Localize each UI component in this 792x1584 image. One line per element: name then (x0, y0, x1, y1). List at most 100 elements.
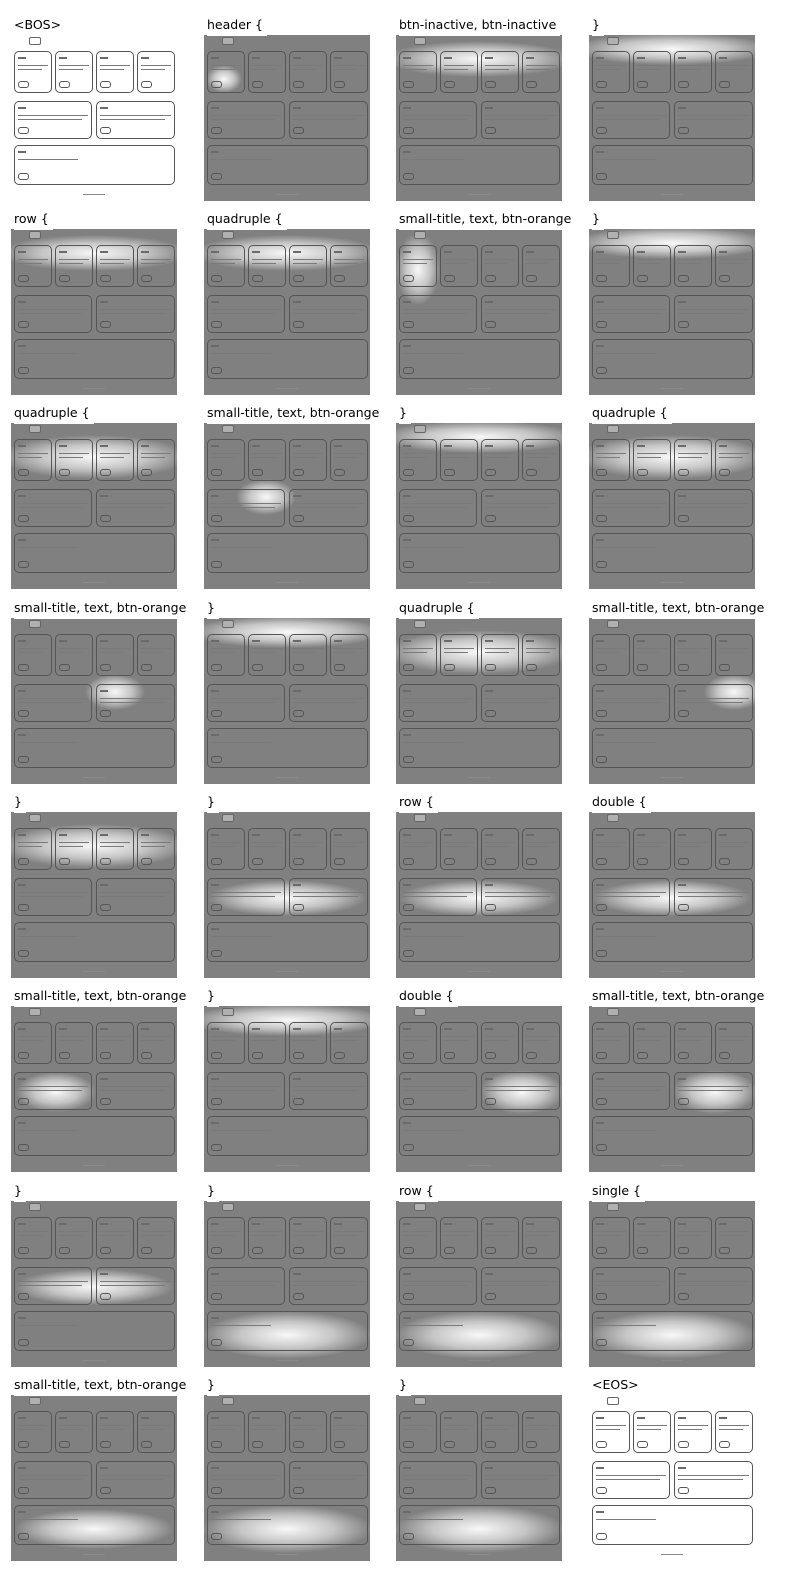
wireframe-card (481, 1411, 519, 1453)
token-cell: row { (396, 791, 589, 985)
wireframe-card (96, 878, 175, 916)
sketch-button (485, 321, 496, 328)
attention-thumbnail (11, 1201, 177, 1367)
sketch-text (596, 457, 620, 458)
sketch-button (59, 1441, 70, 1448)
sketch-text (59, 1036, 89, 1037)
sketch-title (403, 107, 411, 109)
sketch-button (211, 469, 222, 476)
sketch-header-button (414, 1203, 426, 1211)
sketch-text (18, 1086, 88, 1087)
sketch-button (211, 1052, 222, 1059)
sketch-title (211, 1317, 219, 1319)
sketch-button (678, 127, 689, 134)
token-label: btn-inactive, btn-inactive (399, 14, 561, 36)
wireframe-card (55, 245, 93, 287)
wireframe-card (481, 245, 519, 287)
sketch-title (678, 1417, 686, 1419)
sketch-button (485, 275, 496, 282)
sketch-text (526, 1040, 550, 1041)
wireframe-card (592, 295, 670, 333)
sketch-button (293, 904, 304, 911)
sketch-title (403, 345, 411, 347)
sketch-footer (468, 1165, 490, 1166)
sketch-title (444, 251, 452, 253)
sketch-text (293, 1086, 364, 1087)
sketch-title (596, 345, 604, 347)
sketch-text (403, 1429, 427, 1430)
token-cell: header { (204, 14, 397, 208)
wireframe-card (96, 634, 134, 676)
sketch-title (211, 834, 219, 836)
sketch-header-button (222, 1008, 234, 1016)
sketch-title (252, 1223, 260, 1225)
sketch-text (293, 1281, 364, 1282)
sketch-text (403, 1281, 473, 1282)
sketch-footer (661, 1165, 683, 1166)
sketch-title (100, 1078, 108, 1080)
wireframe-card (248, 828, 286, 870)
sketch-button (678, 1487, 689, 1494)
wireframe-card (96, 828, 134, 870)
sketch-title (334, 57, 342, 59)
sketch-text (526, 453, 556, 454)
sketch-text (211, 1429, 235, 1430)
sketch-text (18, 698, 88, 699)
token-cell: } (589, 14, 782, 208)
sketch-title (211, 1223, 219, 1225)
sketch-text (141, 69, 165, 70)
sketch-title (403, 690, 411, 692)
attention-highlight (11, 229, 177, 395)
sketch-text (334, 1040, 358, 1041)
sketch-button (403, 1247, 414, 1254)
wireframe-card (96, 1461, 175, 1499)
sketch-text (678, 1036, 708, 1037)
sketch-text (293, 1425, 323, 1426)
sketch-text (637, 846, 661, 847)
sketch-text (596, 698, 666, 699)
sketch-footer (468, 582, 490, 583)
attention-highlight (396, 1006, 562, 1172)
wireframe-card (289, 245, 327, 287)
sketch-title (18, 251, 26, 253)
sketch-button (252, 1247, 263, 1254)
wireframe-card (481, 489, 560, 527)
sketch-button (252, 1441, 263, 1448)
sketch-text (403, 1036, 433, 1037)
sketch-button (18, 515, 29, 522)
attention-highlight (204, 423, 370, 589)
sketch-title (18, 539, 26, 541)
sketch-text (526, 1235, 550, 1236)
token-cell: quadruple { (204, 208, 397, 402)
sketch-text (678, 313, 743, 314)
wireframe-card (14, 1411, 52, 1453)
sketch-text (485, 1231, 515, 1232)
sketch-text (678, 507, 743, 508)
sketch-text (596, 1479, 660, 1480)
wireframe-card (55, 1022, 93, 1064)
sketch-title (100, 107, 108, 109)
attention-thumbnail (589, 229, 755, 395)
sketch-header-button (29, 231, 41, 239)
wireframe-card (55, 1411, 93, 1453)
sketch-button (59, 275, 70, 282)
token-label: double { (399, 985, 458, 1007)
sketch-text (211, 313, 275, 314)
token-label: quadruple { (399, 597, 479, 619)
sketch-text (18, 353, 78, 354)
sketch-button (293, 515, 304, 522)
sketch-button (293, 858, 304, 865)
sketch-header-button (222, 425, 234, 433)
wireframe-card (481, 1267, 560, 1305)
sketch-title (526, 445, 534, 447)
sketch-text (293, 698, 364, 699)
sketch-title (403, 251, 411, 253)
attention-highlight (589, 229, 755, 395)
sketch-title (403, 834, 411, 836)
wireframe-card (207, 1116, 368, 1156)
sketch-button (596, 1098, 607, 1105)
sketch-title (211, 495, 219, 497)
sketch-text (719, 1425, 749, 1426)
wireframe-card (96, 245, 134, 287)
sketch-title (526, 640, 534, 642)
